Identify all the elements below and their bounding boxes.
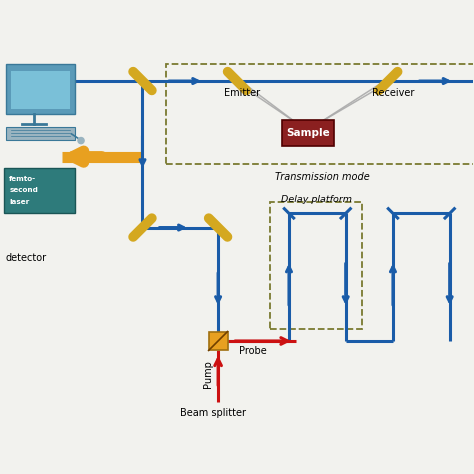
Text: Beam splitter: Beam splitter xyxy=(181,408,246,418)
Text: Probe: Probe xyxy=(239,346,267,356)
Bar xyxy=(6,127,75,140)
Text: Sample: Sample xyxy=(286,128,330,138)
Text: Delay platform: Delay platform xyxy=(281,195,352,204)
Text: Transmission mode: Transmission mode xyxy=(275,172,369,182)
Text: femto-: femto- xyxy=(9,176,36,182)
Bar xyxy=(4,168,75,213)
Text: Emitter: Emitter xyxy=(224,88,260,98)
Bar xyxy=(209,331,228,350)
Text: second: second xyxy=(9,187,38,193)
Text: detector: detector xyxy=(5,253,46,263)
Text: Receiver: Receiver xyxy=(372,88,414,98)
Bar xyxy=(282,120,334,146)
Bar xyxy=(166,64,474,164)
Bar xyxy=(11,71,70,109)
Text: Pump: Pump xyxy=(203,360,213,388)
Bar xyxy=(270,201,362,329)
Circle shape xyxy=(78,137,84,144)
Text: laser: laser xyxy=(9,199,29,205)
Bar xyxy=(6,64,75,114)
